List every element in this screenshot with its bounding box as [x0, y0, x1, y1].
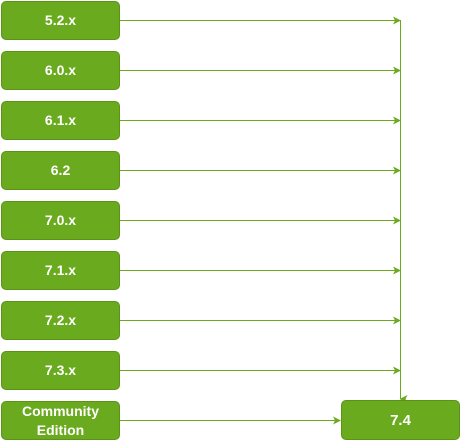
version-box-6-1-x: 6.1.x: [1, 101, 120, 140]
version-box-7-3-x: 7.3.x: [1, 351, 120, 390]
version-box-6-0-x: 6.0.x: [1, 51, 120, 90]
version-box-7-2-x: 7.2.x: [1, 301, 120, 340]
target-version-box-7-4: 7.4: [341, 400, 460, 440]
community-edition-box: Community Edition: [1, 401, 120, 440]
version-box-6-2: 6.2: [1, 151, 120, 190]
version-box-5-2-x: 5.2.x: [1, 1, 120, 40]
version-box-7-0-x: 7.0.x: [1, 201, 120, 240]
version-box-7-1-x: 7.1.x: [1, 251, 120, 290]
